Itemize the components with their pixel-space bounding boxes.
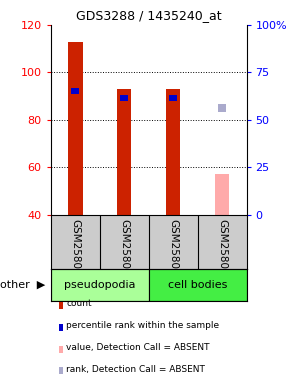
Text: other  ▶: other ▶ bbox=[0, 280, 45, 290]
Text: rank, Detection Call = ABSENT: rank, Detection Call = ABSENT bbox=[66, 364, 205, 374]
Bar bbox=[71, 88, 79, 94]
Text: GSM258090: GSM258090 bbox=[70, 219, 80, 282]
Text: percentile rank within the sample: percentile rank within the sample bbox=[66, 321, 219, 330]
Bar bbox=[166, 89, 180, 215]
Text: GSM258092: GSM258092 bbox=[119, 219, 129, 282]
Bar bbox=[169, 96, 177, 101]
Text: cell bodies: cell bodies bbox=[168, 280, 227, 290]
Text: GSM258091: GSM258091 bbox=[168, 219, 178, 282]
Bar bbox=[148, 269, 246, 301]
Text: pseudopodia: pseudopodia bbox=[64, 280, 135, 290]
Bar bbox=[215, 174, 229, 215]
Bar bbox=[120, 96, 128, 101]
Text: GSM258093: GSM258093 bbox=[217, 219, 227, 282]
Text: count: count bbox=[66, 299, 92, 308]
Bar bbox=[117, 89, 131, 215]
Bar bbox=[68, 41, 83, 215]
Title: GDS3288 / 1435240_at: GDS3288 / 1435240_at bbox=[76, 9, 222, 22]
Text: value, Detection Call = ABSENT: value, Detection Call = ABSENT bbox=[66, 343, 209, 352]
Bar bbox=[51, 269, 148, 301]
